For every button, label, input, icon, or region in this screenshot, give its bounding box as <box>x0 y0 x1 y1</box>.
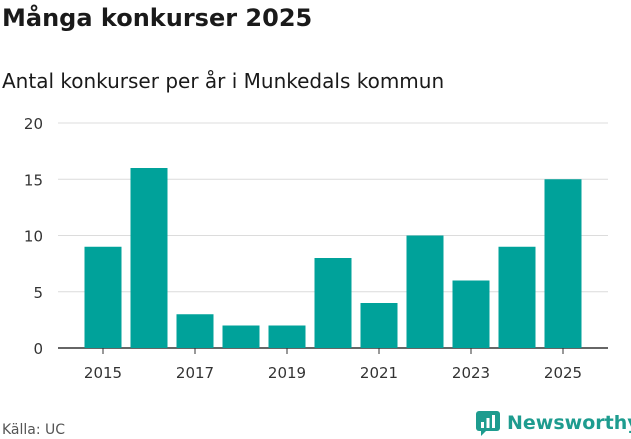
y-tick-label: 10 <box>24 228 43 246</box>
x-tick-label: 2019 <box>268 364 306 382</box>
bar <box>498 246 536 348</box>
chart-subtitle: Antal konkurser per år i Munkedals kommu… <box>2 69 445 93</box>
y-tick-label: 20 <box>24 115 43 133</box>
bar <box>544 179 582 348</box>
chart-title: Många konkurser 2025 <box>2 4 313 32</box>
x-tick-label: 2025 <box>544 364 582 382</box>
bar <box>360 303 398 348</box>
newsworthy-logo-icon <box>476 411 500 436</box>
y-tick-labels: 0 5 10 15 20 <box>24 115 43 358</box>
x-tick-label: 2023 <box>452 364 490 382</box>
bar <box>452 280 490 348</box>
x-tick-label: 2021 <box>360 364 398 382</box>
x-tick-label: 2017 <box>176 364 214 382</box>
bar <box>222 325 260 348</box>
source-note: Källa: UC <box>2 422 66 438</box>
bar <box>176 314 214 348</box>
bar-series <box>84 168 582 348</box>
y-tick-label: 0 <box>33 340 43 358</box>
bar <box>268 325 306 348</box>
bar <box>406 235 444 348</box>
y-tick-label: 15 <box>24 171 43 189</box>
brand-logo: Newsworthy <box>475 410 631 436</box>
x-tick-labels: 2015 2017 2019 2021 2023 2025 <box>84 348 582 382</box>
brand-name: Newsworthy <box>507 412 631 434</box>
y-tick-label: 5 <box>33 284 43 302</box>
bar <box>314 258 352 348</box>
bar <box>130 168 168 348</box>
x-tick-label: 2015 <box>84 364 122 382</box>
bar <box>84 246 122 348</box>
